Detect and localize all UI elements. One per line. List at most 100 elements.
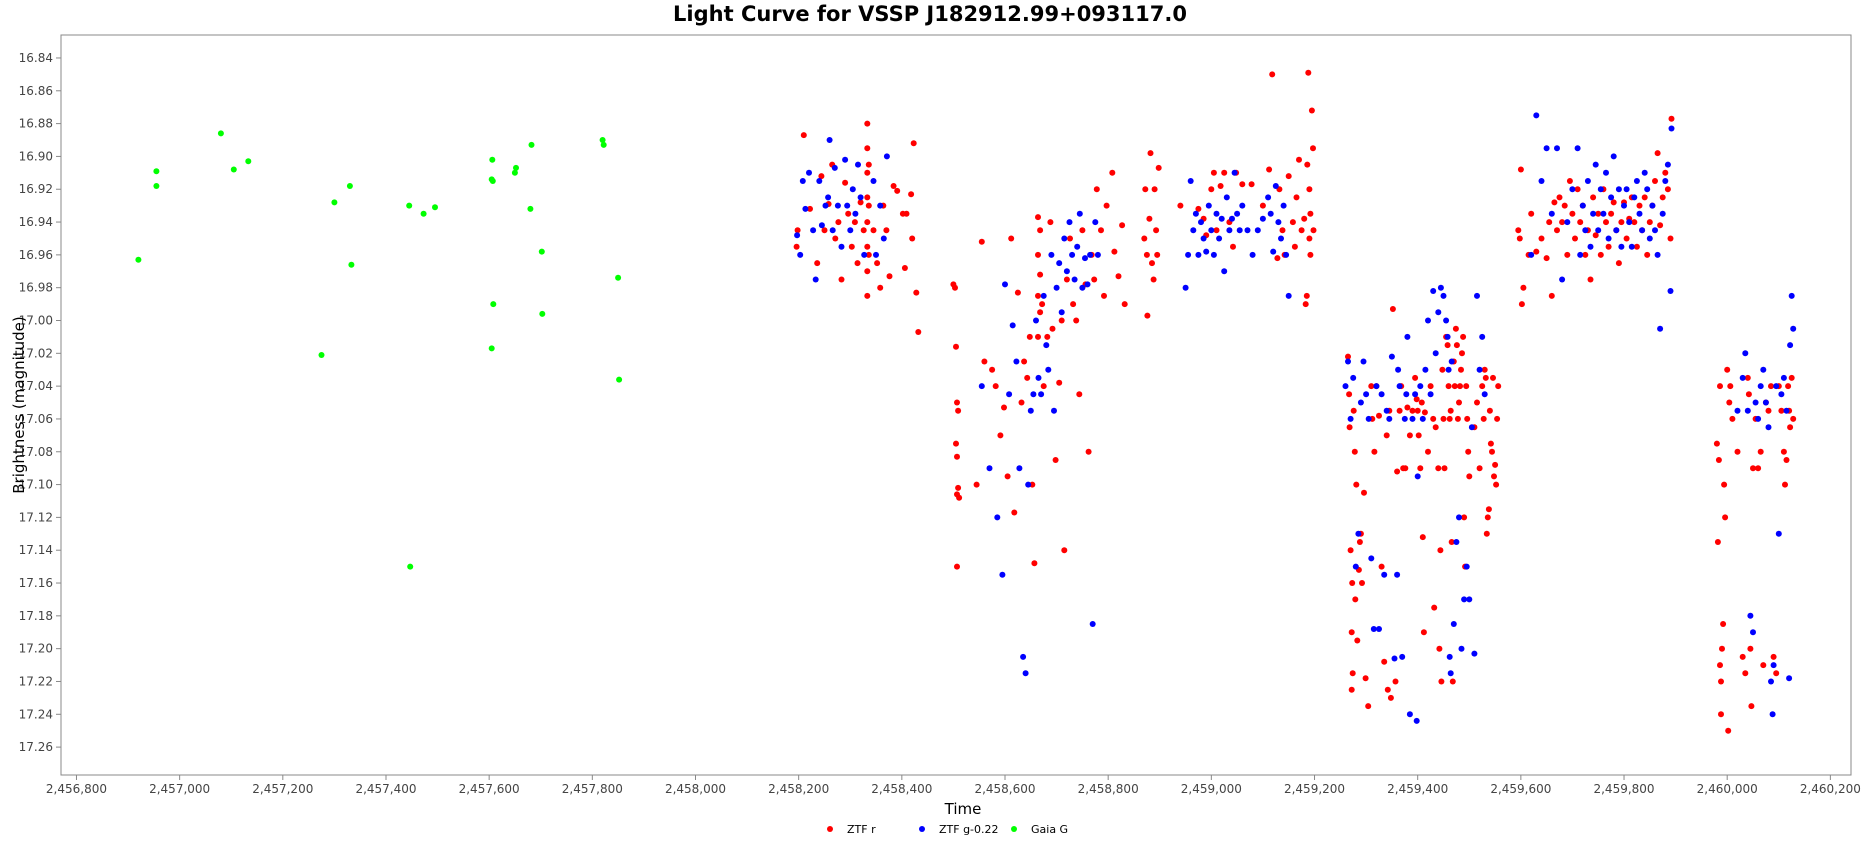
x-tick-label: 2,457,400 — [355, 782, 416, 796]
point-ztf-r — [1091, 276, 1098, 283]
point-ztf-r — [1021, 358, 1028, 365]
point-ztf-g-0-22 — [855, 161, 861, 168]
point-ztf-r — [1349, 580, 1356, 586]
point-ztf-r — [1448, 539, 1455, 545]
point-ztf-g-0-22 — [1450, 621, 1457, 627]
point-ztf-r — [1259, 202, 1266, 209]
point-ztf-r — [1548, 292, 1555, 299]
point-ztf-g-0-22 — [1381, 571, 1388, 578]
point-gaia-g — [406, 202, 413, 209]
point-ztf-g-0-22 — [1391, 655, 1398, 662]
point-ztf-g-0-22 — [877, 202, 884, 209]
point-ztf-g-0-22 — [1195, 251, 1202, 258]
point-ztf-r — [1421, 409, 1428, 416]
point-ztf-g-0-22 — [1203, 248, 1210, 255]
point-ztf-r — [1350, 407, 1357, 414]
point-ztf-g-0-22 — [873, 251, 879, 258]
point-ztf-g-0-22 — [994, 514, 1001, 521]
point-gaia-g — [348, 261, 355, 268]
point-ztf-r — [1556, 194, 1563, 201]
point-ztf-g-0-22 — [818, 222, 825, 229]
point-gaia-g — [432, 204, 438, 211]
point-ztf-r — [1085, 448, 1092, 455]
point-ztf-r — [864, 120, 871, 127]
point-ztf-r — [1093, 186, 1100, 193]
point-ztf-g-0-22 — [1559, 276, 1566, 283]
point-ztf-r — [1037, 309, 1044, 316]
point-ztf-r — [1479, 383, 1486, 390]
point-ztf-r — [1432, 424, 1439, 431]
point-ztf-g-0-22 — [1765, 424, 1772, 431]
point-ztf-r — [1031, 560, 1038, 567]
point-gaia-g — [153, 183, 160, 189]
y-tick-label: 16.88 — [19, 117, 53, 131]
point-ztf-r — [1582, 251, 1589, 258]
point-ztf-g-0-22 — [1564, 219, 1571, 226]
point-ztf-g-0-22 — [852, 210, 859, 217]
point-ztf-g-0-22 — [834, 202, 841, 209]
point-ztf-r — [1457, 383, 1463, 390]
point-ztf-r — [1435, 465, 1442, 472]
point-ztf-r — [877, 284, 884, 291]
point-ztf-r — [1014, 289, 1021, 296]
point-ztf-r — [1381, 658, 1388, 665]
legend-marker — [919, 826, 925, 832]
point-ztf-r — [1717, 662, 1723, 669]
point-ztf-g-0-22 — [1590, 210, 1597, 217]
y-tick-label: 17.26 — [19, 740, 53, 754]
point-ztf-r — [807, 205, 813, 212]
x-tick-label: 2,460,200 — [1800, 782, 1861, 796]
point-ztf-r — [1037, 271, 1044, 278]
point-ztf-r — [1615, 260, 1622, 267]
point-ztf-g-0-22 — [1615, 186, 1622, 193]
point-ztf-g-0-22 — [794, 232, 801, 239]
point-ztf-r — [953, 440, 959, 447]
point-ztf-g-0-22 — [1368, 555, 1375, 562]
point-ztf-g-0-22 — [1192, 210, 1199, 217]
legend-label: ZTF r — [847, 823, 876, 836]
point-ztf-r — [1213, 227, 1220, 234]
point-ztf-r — [1516, 235, 1523, 242]
x-axis-label: Time — [944, 800, 982, 818]
point-ztf-r — [997, 432, 1004, 439]
point-ztf-r — [1376, 412, 1382, 419]
point-ztf-g-0-22 — [1574, 145, 1581, 152]
point-ztf-r — [1414, 407, 1421, 414]
point-ztf-r — [1389, 306, 1396, 312]
point-ztf-r — [1495, 383, 1502, 390]
point-ztf-g-0-22 — [1466, 596, 1473, 603]
chart-title: Light Curve for VSSP J182912.99+093117.0 — [673, 2, 1187, 26]
legend-marker — [1011, 826, 1017, 832]
point-ztf-r — [1463, 383, 1470, 390]
point-ztf-r — [864, 219, 871, 226]
point-ztf-r — [1155, 164, 1162, 171]
point-ztf-g-0-22 — [1769, 711, 1776, 718]
point-ztf-g-0-22 — [802, 205, 809, 212]
point-ztf-g-0-22 — [1430, 288, 1437, 294]
point-ztf-g-0-22 — [1788, 292, 1795, 299]
point-ztf-r — [952, 284, 958, 291]
point-ztf-g-0-22 — [1370, 626, 1377, 632]
point-ztf-g-0-22 — [1453, 539, 1460, 545]
point-ztf-r — [955, 484, 962, 491]
point-ztf-g-0-22 — [986, 465, 993, 472]
y-tick-label: 16.92 — [19, 182, 53, 196]
point-ztf-r — [1142, 186, 1149, 193]
point-ztf-g-0-22 — [1668, 125, 1675, 132]
point-ztf-r — [1026, 333, 1033, 340]
point-ztf-r — [981, 358, 988, 365]
point-ztf-r — [1406, 432, 1413, 439]
y-tick-label: 17.12 — [19, 510, 53, 524]
point-ztf-r — [1289, 219, 1296, 226]
point-ztf-g-0-22 — [1649, 202, 1656, 209]
point-ztf-g-0-22 — [1182, 284, 1189, 291]
point-ztf-r — [1720, 621, 1727, 627]
point-ztf-g-0-22 — [1775, 530, 1782, 537]
point-ztf-g-0-22 — [1595, 227, 1602, 234]
point-ztf-r — [1561, 202, 1568, 209]
point-ztf-r — [1147, 150, 1154, 157]
point-ztf-r — [1646, 219, 1653, 226]
point-ztf-r — [1590, 194, 1597, 201]
point-ztf-g-0-22 — [1239, 202, 1246, 209]
point-ztf-g-0-22 — [1087, 251, 1094, 258]
